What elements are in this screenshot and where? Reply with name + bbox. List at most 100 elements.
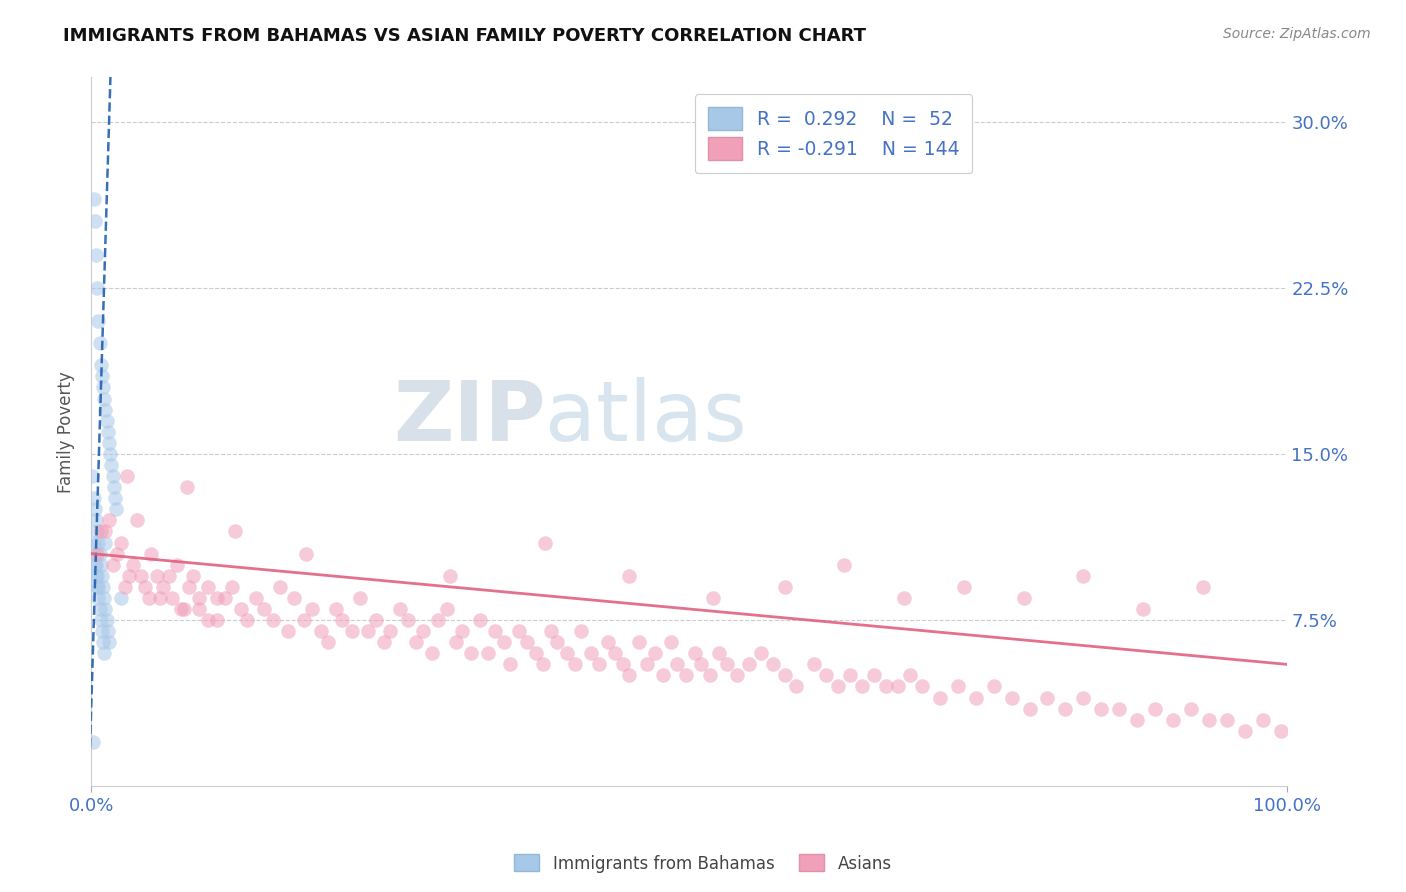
Point	[84, 558, 107, 572]
Point	[262, 613, 284, 627]
Point	[93, 646, 115, 660]
Point	[439, 568, 461, 582]
Point	[115, 469, 138, 483]
Point	[83, 192, 105, 206]
Point	[100, 458, 122, 472]
Point	[83, 491, 105, 506]
Point	[579, 646, 602, 660]
Point	[94, 524, 117, 539]
Point	[176, 480, 198, 494]
Point	[98, 435, 121, 450]
Point	[83, 214, 105, 228]
Point	[93, 591, 115, 605]
Point	[224, 524, 246, 539]
Point	[725, 668, 748, 682]
Point	[627, 635, 650, 649]
Point	[84, 568, 107, 582]
Point	[96, 414, 118, 428]
Point	[235, 613, 257, 627]
Text: Source: ZipAtlas.com: Source: ZipAtlas.com	[1223, 27, 1371, 41]
Point	[245, 591, 267, 605]
Point	[325, 602, 347, 616]
Point	[617, 568, 640, 582]
Point	[707, 646, 730, 660]
Point	[91, 635, 114, 649]
Point	[946, 680, 969, 694]
Point	[749, 646, 772, 660]
Point	[205, 591, 228, 605]
Point	[90, 524, 112, 539]
Point	[83, 502, 105, 516]
Point	[1018, 701, 1040, 715]
Point	[86, 281, 108, 295]
Point	[1180, 701, 1202, 715]
Point	[498, 657, 520, 672]
Point	[644, 646, 666, 660]
Point	[531, 657, 554, 672]
Point	[83, 558, 105, 572]
Legend: R =  0.292    N =  52, R = -0.291    N = 144: R = 0.292 N = 52, R = -0.291 N = 144	[695, 94, 973, 173]
Point	[101, 469, 124, 483]
Point	[205, 613, 228, 627]
Point	[301, 602, 323, 616]
Point	[105, 502, 128, 516]
Point	[546, 635, 568, 649]
Point	[187, 591, 209, 605]
Point	[588, 657, 610, 672]
Point	[373, 635, 395, 649]
Point	[569, 624, 592, 639]
Point	[1144, 701, 1167, 715]
Point	[94, 535, 117, 549]
Point	[87, 535, 110, 549]
Point	[86, 524, 108, 539]
Text: IMMIGRANTS FROM BAHAMAS VS ASIAN FAMILY POVERTY CORRELATION CHART: IMMIGRANTS FROM BAHAMAS VS ASIAN FAMILY …	[63, 27, 866, 45]
Point	[887, 680, 910, 694]
Point	[444, 635, 467, 649]
Point	[450, 624, 472, 639]
Point	[221, 580, 243, 594]
Point	[665, 657, 688, 672]
Point	[659, 635, 682, 649]
Point	[134, 580, 156, 594]
Point	[1192, 580, 1215, 594]
Point	[91, 380, 114, 394]
Point	[94, 402, 117, 417]
Point	[87, 580, 110, 594]
Point	[316, 635, 339, 649]
Point	[863, 668, 886, 682]
Point	[815, 668, 838, 682]
Point	[157, 568, 180, 582]
Point	[1001, 690, 1024, 705]
Point	[94, 602, 117, 616]
Point	[405, 635, 427, 649]
Point	[1073, 690, 1095, 705]
Point	[603, 646, 626, 660]
Point	[785, 680, 807, 694]
Point	[104, 491, 127, 506]
Point	[436, 602, 458, 616]
Point	[90, 558, 112, 572]
Point	[118, 568, 141, 582]
Point	[101, 558, 124, 572]
Point	[737, 657, 759, 672]
Point	[364, 613, 387, 627]
Point	[1198, 713, 1220, 727]
Point	[953, 580, 976, 594]
Point	[149, 591, 172, 605]
Point	[388, 602, 411, 616]
Text: ZIP: ZIP	[392, 377, 546, 458]
Point	[636, 657, 658, 672]
Point	[460, 646, 482, 660]
Point	[803, 657, 825, 672]
Legend: Immigrants from Bahamas, Asians: Immigrants from Bahamas, Asians	[508, 847, 898, 880]
Point	[893, 591, 915, 605]
Point	[309, 624, 332, 639]
Point	[89, 602, 111, 616]
Point	[773, 580, 796, 594]
Point	[412, 624, 434, 639]
Point	[86, 547, 108, 561]
Point	[851, 680, 873, 694]
Point	[269, 580, 291, 594]
Point	[93, 392, 115, 406]
Point	[295, 547, 318, 561]
